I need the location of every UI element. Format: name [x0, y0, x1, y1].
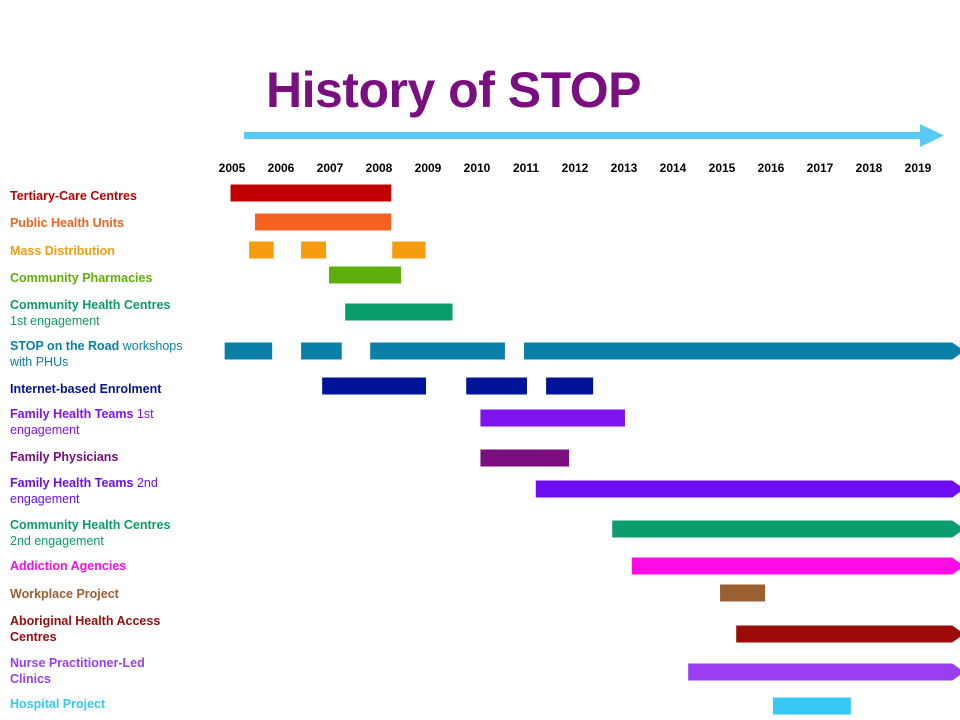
timeline-bar — [546, 377, 594, 395]
timeline-bar — [720, 584, 766, 602]
row-label: Tertiary-Care Centres — [10, 188, 210, 204]
row-label: Community Health Centres 2nd engagement — [10, 517, 210, 549]
year-tick-label: 2009 — [415, 161, 442, 175]
timeline-bar-arrow — [612, 520, 960, 538]
row-label-name: Family Health Teams — [10, 476, 134, 490]
row-label-name: Public Health Units — [10, 216, 124, 230]
timeline-bar — [249, 241, 274, 259]
timeline-bar — [480, 409, 625, 427]
year-tick-label: 2011 — [513, 161, 539, 175]
row-label: Community Health Centres 1st engagement — [10, 297, 210, 329]
row-label: Family Health Teams 2nd engagement — [10, 475, 180, 507]
row-label-name: Nurse Practitioner-Led Clinics — [10, 656, 145, 686]
row-label: Family Physicians — [10, 449, 210, 465]
row-label-sub: workshops with PHUs — [10, 339, 183, 369]
row-label-name: Addiction Agencies — [10, 559, 127, 573]
row-label: Internet-based Enrolment — [10, 381, 210, 397]
timeline-bar — [370, 342, 505, 360]
timeline-bar-arrow — [736, 625, 960, 643]
row-label-name: Family Physicians — [10, 450, 119, 464]
row-label-name: Family Health Teams — [10, 407, 134, 421]
year-tick-label: 2016 — [758, 161, 785, 175]
year-tick-label: 2013 — [611, 161, 638, 175]
row-label-sub: 2nd engagement — [10, 534, 104, 548]
row-label: Aboriginal Health Access Centres — [10, 613, 180, 645]
timeline-bar-arrow — [631, 557, 960, 575]
row-label: Family Health Teams 1st engagement — [10, 406, 180, 438]
timeline-bar-arrow — [524, 342, 960, 360]
year-tick-label: 2017 — [807, 161, 834, 175]
year-tick-label: 2012 — [562, 161, 589, 175]
timeline-bar — [322, 377, 427, 395]
timeline-arrow-head — [920, 124, 944, 147]
timeline-arrow-shaft — [244, 132, 924, 139]
row-label: STOP on the Road workshops with PHUs — [10, 338, 205, 370]
chart-title: History of STOP — [266, 62, 641, 118]
row-label-name: Community Pharmacies — [10, 271, 153, 285]
row-label-name: Mass Distribution — [10, 244, 115, 258]
row-label: Nurse Practitioner-Led Clinics — [10, 655, 170, 687]
year-tick-label: 2007 — [317, 161, 344, 175]
row-label-sub: 1st engagement — [10, 314, 100, 328]
timeline-bar — [392, 241, 426, 259]
timeline-bar — [301, 241, 327, 259]
row-label: Workplace Project — [10, 586, 210, 602]
row-label: Mass Distribution — [10, 243, 210, 259]
timeline-bar-arrow — [535, 480, 960, 498]
timeline-bar — [772, 697, 851, 715]
timeline-bar — [224, 342, 273, 360]
timeline-bar-arrow — [688, 663, 960, 681]
timeline-bar — [466, 377, 527, 395]
year-tick-label: 2015 — [709, 161, 736, 175]
row-label-name: STOP on the Road — [10, 339, 120, 353]
row-label-name: Hospital Project — [10, 697, 106, 711]
row-label-sub: 1st engagement — [10, 407, 154, 437]
timeline-bar — [480, 449, 570, 467]
row-label-sub: 2nd engagement — [10, 476, 158, 506]
row-label-name: Workplace Project — [10, 587, 119, 601]
row-label-name: Internet-based Enrolment — [10, 382, 162, 396]
year-tick-label: 2008 — [366, 161, 393, 175]
year-tick-label: 2010 — [464, 161, 491, 175]
timeline-bar — [230, 184, 392, 202]
timeline-bar — [345, 303, 453, 321]
year-tick-label: 2005 — [219, 161, 246, 175]
row-label: Addiction Agencies — [10, 558, 210, 574]
row-label-name: Community Health Centres — [10, 518, 171, 532]
timeline-bar — [255, 213, 392, 231]
row-label-name: Tertiary-Care Centres — [10, 189, 137, 203]
row-label: Public Health Units — [10, 215, 210, 231]
row-label-name: Aboriginal Health Access Centres — [10, 614, 161, 644]
row-label-name: Community Health Centres — [10, 298, 171, 312]
timeline-bar — [301, 342, 342, 360]
year-tick-label: 2006 — [268, 161, 295, 175]
year-tick-label: 2014 — [660, 161, 687, 175]
timeline-bar — [329, 266, 402, 284]
row-label: Hospital Project — [10, 696, 210, 712]
year-tick-label: 2018 — [856, 161, 883, 175]
row-label: Community Pharmacies — [10, 270, 210, 286]
year-tick-label: 2019 — [905, 161, 932, 175]
